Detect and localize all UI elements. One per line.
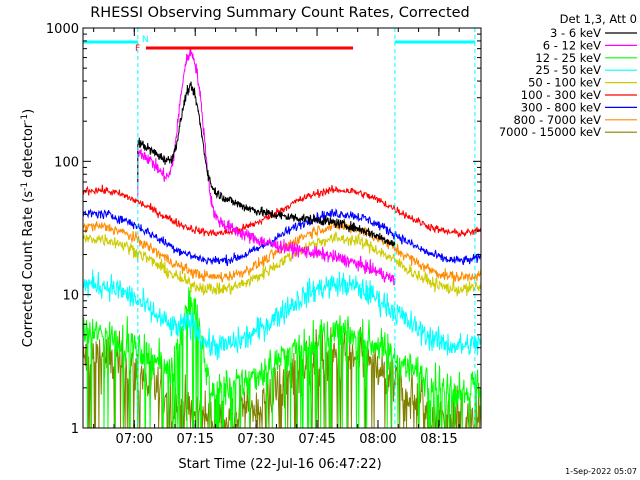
- y-axis-label: Corrected Count Rate (s-1 detector-1): [20, 109, 36, 347]
- x-tick-label: 08:00: [359, 432, 396, 447]
- x-axis-label: Start Time (22-Jul-16 06:47:22): [178, 457, 381, 472]
- x-tick-label: 08:15: [420, 432, 457, 447]
- legend-label: 25 - 50 keV: [535, 63, 601, 77]
- flare-flag-label: F: [135, 44, 140, 54]
- y-axis-label-main: Corrected Count Rate (s: [21, 191, 36, 348]
- legend-label: 800 - 7000 keV: [513, 113, 601, 127]
- timestamp: 1-Sep-2022 05:07: [565, 467, 637, 476]
- night-flag-label: N: [142, 35, 149, 45]
- y-axis-label-sup1: -1: [20, 182, 30, 191]
- legend-label: 7000 - 15000 keV: [499, 125, 601, 139]
- axes: 1 10 100 1000 07:00 07:15 07:30 07:45 08:00 08:15: [46, 22, 481, 447]
- y-axis-label-mid: detector: [21, 122, 36, 182]
- legend-label: 12 - 25 keV: [535, 51, 601, 65]
- y-axis-label-sup2: -1: [20, 114, 30, 123]
- legend-label: 50 - 100 keV: [528, 76, 601, 90]
- y-tick-label: 10: [62, 289, 79, 304]
- y-axis-label-end: ): [21, 109, 36, 114]
- legend-label: 6 - 12 keV: [543, 38, 601, 52]
- x-tick-label: 07:00: [116, 432, 153, 447]
- series-line-50_100keV-kev: [82, 231, 482, 297]
- chart-title: RHESSI Observing Summary Count Rates, Co…: [90, 5, 470, 21]
- series-line-12_25keV-kev: [82, 287, 482, 429]
- x-tick-label: 07:30: [237, 432, 274, 447]
- series-line-25_50keV-kev: [82, 269, 482, 361]
- overlay-marks: NF: [83, 28, 476, 428]
- y-tick-label: 100: [54, 155, 79, 170]
- y-tick-label: 1000: [46, 22, 79, 37]
- series-line-6_12keV-kev: [137, 48, 396, 286]
- series-line-300_800keV-kev: [82, 208, 482, 267]
- legend-label: 300 - 800 keV: [521, 100, 601, 114]
- legend-label: 3 - 6 keV: [550, 26, 601, 40]
- x-tick-label: 07:45: [298, 432, 335, 447]
- series-line-800_7000keV-kev: [82, 219, 482, 284]
- x-tick-label: 07:15: [176, 432, 213, 447]
- series-traces: [82, 48, 482, 429]
- legend-header: Det 1,3, Att 0: [560, 12, 637, 26]
- plot-frame: [82, 27, 482, 429]
- legend-label: 100 - 300 keV: [521, 88, 601, 102]
- series-line-100_300keV-kev: [82, 184, 482, 239]
- y-tick-label: 1: [71, 422, 79, 437]
- series-line-3_6keV-kev: [137, 81, 396, 247]
